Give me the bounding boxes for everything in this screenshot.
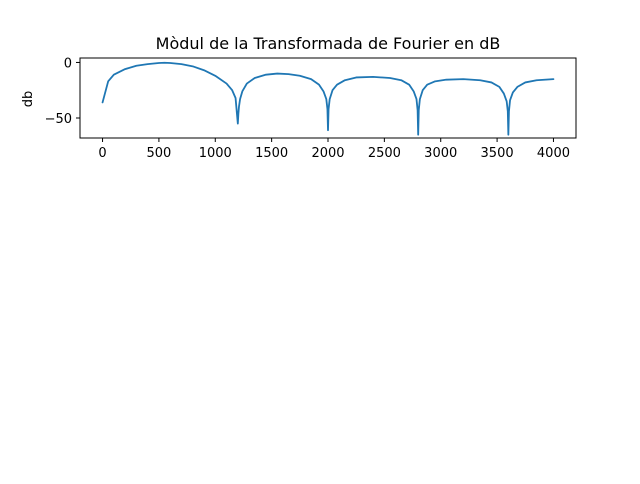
plot-area-frame xyxy=(79,57,577,139)
y-tick-label: 0 xyxy=(64,56,72,71)
x-tick-label: 3500 xyxy=(481,146,514,161)
y-tick-label: −50 xyxy=(45,112,72,127)
x-tick-label: 3000 xyxy=(424,146,457,161)
x-tick-label: 4000 xyxy=(537,146,570,161)
x-tick-label: 1000 xyxy=(199,146,232,161)
x-tick-label: 500 xyxy=(146,146,171,161)
x-tick-label: 1500 xyxy=(255,146,288,161)
x-tick-label: 2000 xyxy=(311,146,344,161)
x-tick-label: 2500 xyxy=(368,146,401,161)
x-axis-ticks: 0 500 1000 1500 2000 2500 3000 3500 4000 xyxy=(98,138,570,161)
x-tick-label: 0 xyxy=(98,146,106,161)
y-axis-label: db xyxy=(21,91,36,108)
chart-title: Mòdul de la Transformada de Fourier en d… xyxy=(156,34,501,53)
y-axis-ticks: 0 −50 xyxy=(45,56,80,127)
series-line xyxy=(101,61,555,136)
